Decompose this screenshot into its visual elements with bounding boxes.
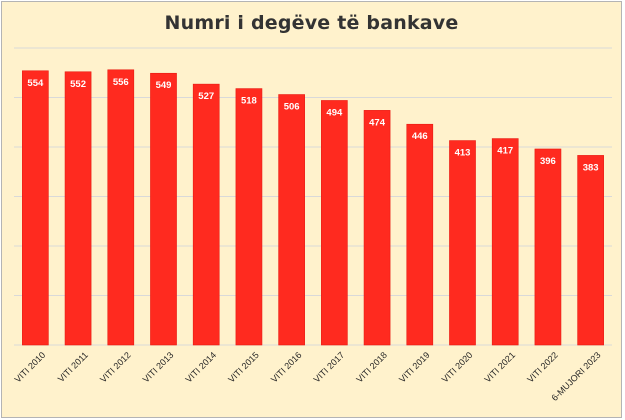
- bar: [534, 148, 562, 346]
- data-label: 518: [241, 96, 257, 107]
- data-label: 556: [113, 77, 129, 88]
- data-label: 417: [497, 146, 513, 157]
- bar: [150, 72, 177, 346]
- chart-title: Numri i degëve të bankave: [164, 12, 459, 34]
- bar: [577, 155, 604, 346]
- data-label: 474: [369, 117, 386, 128]
- x-tick-label: VITI 2016: [269, 350, 304, 385]
- bar: [491, 138, 519, 346]
- data-labels: 554 552 556 549 527 518 506 494 474 446 413 417 396 3…: [27, 77, 598, 174]
- x-tick-label: VITI 2011: [56, 350, 90, 384]
- data-label: 506: [284, 102, 300, 113]
- bar: [321, 100, 348, 346]
- data-label: 554: [27, 78, 44, 89]
- x-tick-label: VITI 2017: [312, 350, 347, 385]
- x-tick-label: VITI 2012: [98, 350, 133, 385]
- x-tick-label: VITI 2013: [141, 350, 176, 385]
- bar: [449, 140, 476, 346]
- data-label: 549: [156, 80, 172, 91]
- x-tick-label: VITI 2018: [354, 350, 389, 385]
- bar: [406, 123, 434, 346]
- data-label: 552: [70, 79, 86, 90]
- data-label: 494: [326, 107, 343, 118]
- bar: [192, 83, 220, 346]
- data-label: 446: [412, 131, 428, 142]
- bar: [22, 70, 49, 346]
- bar: [107, 69, 135, 346]
- x-tick-label: VITI 2022: [525, 350, 560, 385]
- bar: [363, 110, 391, 346]
- x-tick-labels: VITI 2010 VITI 2011 VITI 2012 VITI 2013 VITI…: [13, 350, 603, 403]
- x-tick-label: VITI 2014: [183, 350, 218, 385]
- x-tick-label: VITI 2015: [226, 350, 261, 385]
- bar: [64, 71, 92, 346]
- gridlines: [14, 47, 612, 346]
- data-label: 383: [583, 162, 599, 173]
- x-tick-label: VITI 2020: [440, 350, 475, 385]
- bars: [22, 69, 604, 346]
- bar: [278, 94, 305, 346]
- data-label: 413: [455, 148, 471, 159]
- data-label: 527: [198, 91, 214, 102]
- x-tick-label: VITI 2021: [482, 350, 517, 385]
- bar: [235, 88, 263, 346]
- x-tick-label: VITI 2019: [397, 350, 432, 385]
- data-label: 396: [540, 156, 556, 167]
- x-tick-label: VITI 2010: [13, 350, 48, 385]
